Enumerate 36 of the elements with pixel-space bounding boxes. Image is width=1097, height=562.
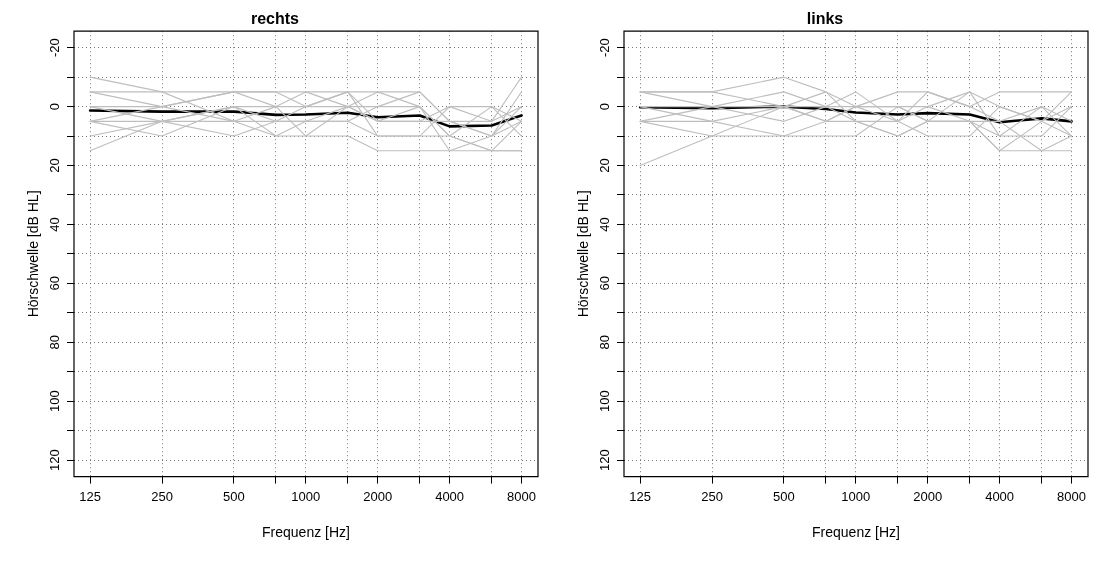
- x-tick-label: 2000: [363, 488, 393, 504]
- y-tick-label: 60: [47, 276, 63, 291]
- x-axis-title: Frequenz [Hz]: [812, 524, 900, 541]
- x-tick-label: 500: [773, 488, 795, 504]
- x-tick-label: 8000: [507, 488, 536, 504]
- y-tick-label: 80: [597, 335, 613, 350]
- x-tick-label: 125: [79, 488, 101, 504]
- x-tick-label: 4000: [435, 488, 465, 504]
- x-axis-title: Frequenz [Hz]: [262, 524, 350, 541]
- x-tick-label: 250: [701, 488, 723, 504]
- y-tick-label: 60: [597, 276, 613, 291]
- y-tick-label: -20: [597, 38, 613, 58]
- y-tick-label: 120: [597, 449, 613, 471]
- x-tick-label: 8000: [1057, 488, 1086, 504]
- x-tick-label: 2000: [913, 488, 943, 504]
- y-tick-label: 0: [597, 102, 613, 111]
- x-tick-label: 250: [151, 488, 173, 504]
- chart-title: rechts: [250, 10, 300, 28]
- y-tick-label: 40: [47, 217, 63, 232]
- x-tick-label: 4000: [985, 488, 1015, 504]
- x-tick-label: 125: [629, 488, 651, 504]
- y-tick-label: 80: [47, 335, 63, 350]
- y-tick-label: 100: [597, 390, 613, 413]
- y-tick-label: 20: [597, 158, 613, 173]
- y-tick-label: 120: [47, 449, 63, 471]
- y-tick-label: 0: [47, 102, 63, 111]
- y-tick-label: 20: [47, 158, 63, 173]
- y-axis-title: Hörschwelle [dB HL]: [575, 190, 592, 318]
- x-tick-label: 1000: [841, 488, 871, 504]
- y-tick-label: -20: [47, 38, 63, 58]
- y-tick-label: 40: [597, 217, 613, 232]
- x-tick-label: 500: [223, 488, 245, 504]
- y-axis-title: Hörschwelle [dB HL]: [25, 190, 42, 318]
- y-tick-label: 100: [47, 390, 63, 413]
- chart-title: links: [806, 10, 844, 28]
- x-tick-label: 1000: [291, 488, 321, 504]
